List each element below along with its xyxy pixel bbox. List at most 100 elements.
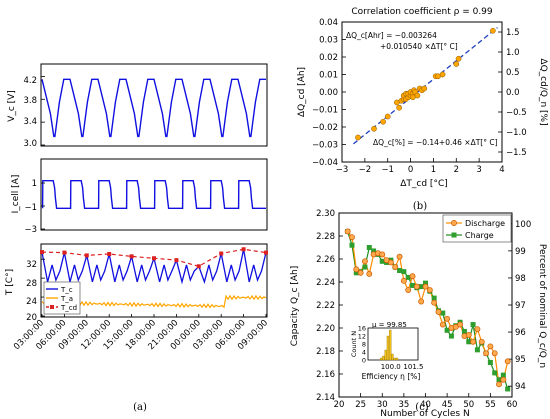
charge-point: [397, 268, 403, 273]
ytick-label-right: 95: [515, 355, 526, 365]
histogram-bar: [379, 357, 383, 361]
discharge-point: [344, 228, 351, 235]
ytick-label: −0.03: [312, 141, 338, 151]
discharge-point: [496, 381, 502, 388]
ytick-label: 0.00: [319, 88, 338, 98]
inset-y-label: Count N: [350, 331, 358, 357]
inset-ytick-label: 16: [358, 325, 366, 333]
ytick-label: 2.14: [316, 393, 335, 403]
cell-temperature-line: [41, 249, 267, 285]
charge-point: [474, 347, 480, 353]
y-axis-label-right: Percent of nominal Q_c/Q_n: [537, 244, 547, 368]
discharge-point: [418, 298, 425, 305]
ytick-label: 2.28: [316, 232, 335, 242]
charge-point: [349, 242, 355, 248]
y-axis-label: V_c [V]: [7, 90, 17, 122]
inset-ytick-label: 12: [358, 333, 366, 341]
ytick-label: −3: [24, 225, 37, 235]
discharge-point: [387, 259, 394, 266]
chart-title: Correlation coefficient ρ = 0.99: [351, 7, 493, 17]
discharge-point: [470, 338, 477, 345]
ytick-label: 0.02: [319, 53, 338, 63]
charge-point: [405, 274, 411, 280]
ytick-label: 2.30: [316, 209, 335, 219]
y-axis-label: Capacity Q_c [Ah]: [290, 266, 300, 346]
discharge-point: [457, 321, 464, 328]
x-tick-labels: 03:00:0006:00:0009:00:0012:00:0015:00:00…: [12, 314, 270, 352]
ytick-label: 3.8: [23, 96, 37, 106]
scatter-point: [396, 104, 402, 111]
charge-point: [366, 245, 372, 250]
ytick-label-right: 1.0: [506, 48, 520, 58]
charge-point: [418, 284, 424, 290]
discharge-point: [349, 234, 355, 241]
inset-xtick-label: 100.0: [381, 363, 401, 371]
histogram-bar: [395, 357, 399, 361]
y-axis-label: ΔQ_cd [Ah]: [297, 67, 307, 117]
peak-temperature-marker: [129, 254, 134, 259]
discharge-point: [491, 350, 498, 357]
xtick-label: 35: [398, 400, 409, 410]
histogram-bar: [386, 335, 390, 361]
charge-point: [505, 386, 511, 392]
ytick-label-right: 98: [515, 274, 526, 284]
inset-mean-label: μ = 99.85: [372, 321, 407, 329]
ytick-label-right: 100: [515, 220, 531, 230]
histogram-bar: [382, 355, 385, 361]
scatter-point: [490, 27, 496, 34]
charge-point: [461, 328, 467, 334]
ytick-label-right: 99: [515, 247, 526, 257]
legend-label-discharge: Discharge: [465, 219, 505, 228]
discharge-point: [504, 358, 511, 365]
ytick-label: 28: [26, 279, 37, 289]
discharge-point: [474, 326, 481, 333]
discharge-point: [431, 299, 438, 306]
xtick-label: 25: [355, 400, 366, 410]
scatter-point: [380, 118, 386, 125]
discharge-point: [444, 315, 451, 322]
ytick-label-right: −1.5: [506, 148, 527, 158]
ytick-label: −0.01: [312, 106, 338, 116]
peak-temperature-marker: [62, 250, 67, 255]
discharge-point: [357, 269, 364, 276]
legend: Discharge Charge: [442, 214, 512, 243]
discharge-point: [405, 287, 412, 293]
discharge-point: [500, 376, 507, 383]
legend-label-tcd: T_cd: [60, 304, 77, 312]
xtick-label: 2: [454, 165, 459, 175]
xtick-label: 0: [408, 165, 413, 175]
ytick-label-right: 1.5: [506, 28, 520, 38]
x-axis-label: Number of Cycles N: [380, 409, 469, 419]
scatter-point: [439, 71, 446, 78]
xtick-label: 20: [334, 400, 345, 410]
charge-point: [379, 258, 385, 264]
discharge-point: [409, 273, 416, 280]
peak-temperature-marker: [84, 253, 89, 258]
discharge-point: [362, 258, 368, 265]
scatter-point: [421, 85, 428, 92]
inset-xtick-label: 101.5: [403, 363, 423, 371]
ytick-label: 32: [26, 260, 37, 270]
peak-temperature-marker: [196, 264, 201, 269]
histogram-bar: [393, 357, 396, 361]
discharge-point: [435, 308, 442, 315]
fit-annotation: ΔQ_c[Ahr] = −0.003264: [346, 31, 437, 40]
inset-ytick-label: 4: [362, 349, 366, 357]
peak-temperature-marker: [174, 258, 179, 263]
discharge-point: [426, 287, 433, 293]
panel-a-temperature: 32 28 24 20 T [C°] 03:00:0006:00:0009:00…: [5, 243, 270, 352]
ytick-label-right: −0.5: [506, 108, 527, 118]
legend-label-tc: T_c: [60, 286, 73, 294]
ytick-label: 2.24: [316, 278, 335, 288]
y-axis-label: I_cell [A]: [11, 175, 21, 214]
ytick-label: 2.22: [316, 301, 335, 311]
current-trace: [41, 179, 266, 230]
legend-marker-charge: [451, 232, 457, 238]
peak-temperature-marker: [219, 251, 224, 256]
ytick-label: 1: [32, 179, 37, 189]
charge-point: [401, 269, 407, 275]
xtick-label: 30: [377, 400, 388, 410]
charge-point: [423, 280, 428, 286]
